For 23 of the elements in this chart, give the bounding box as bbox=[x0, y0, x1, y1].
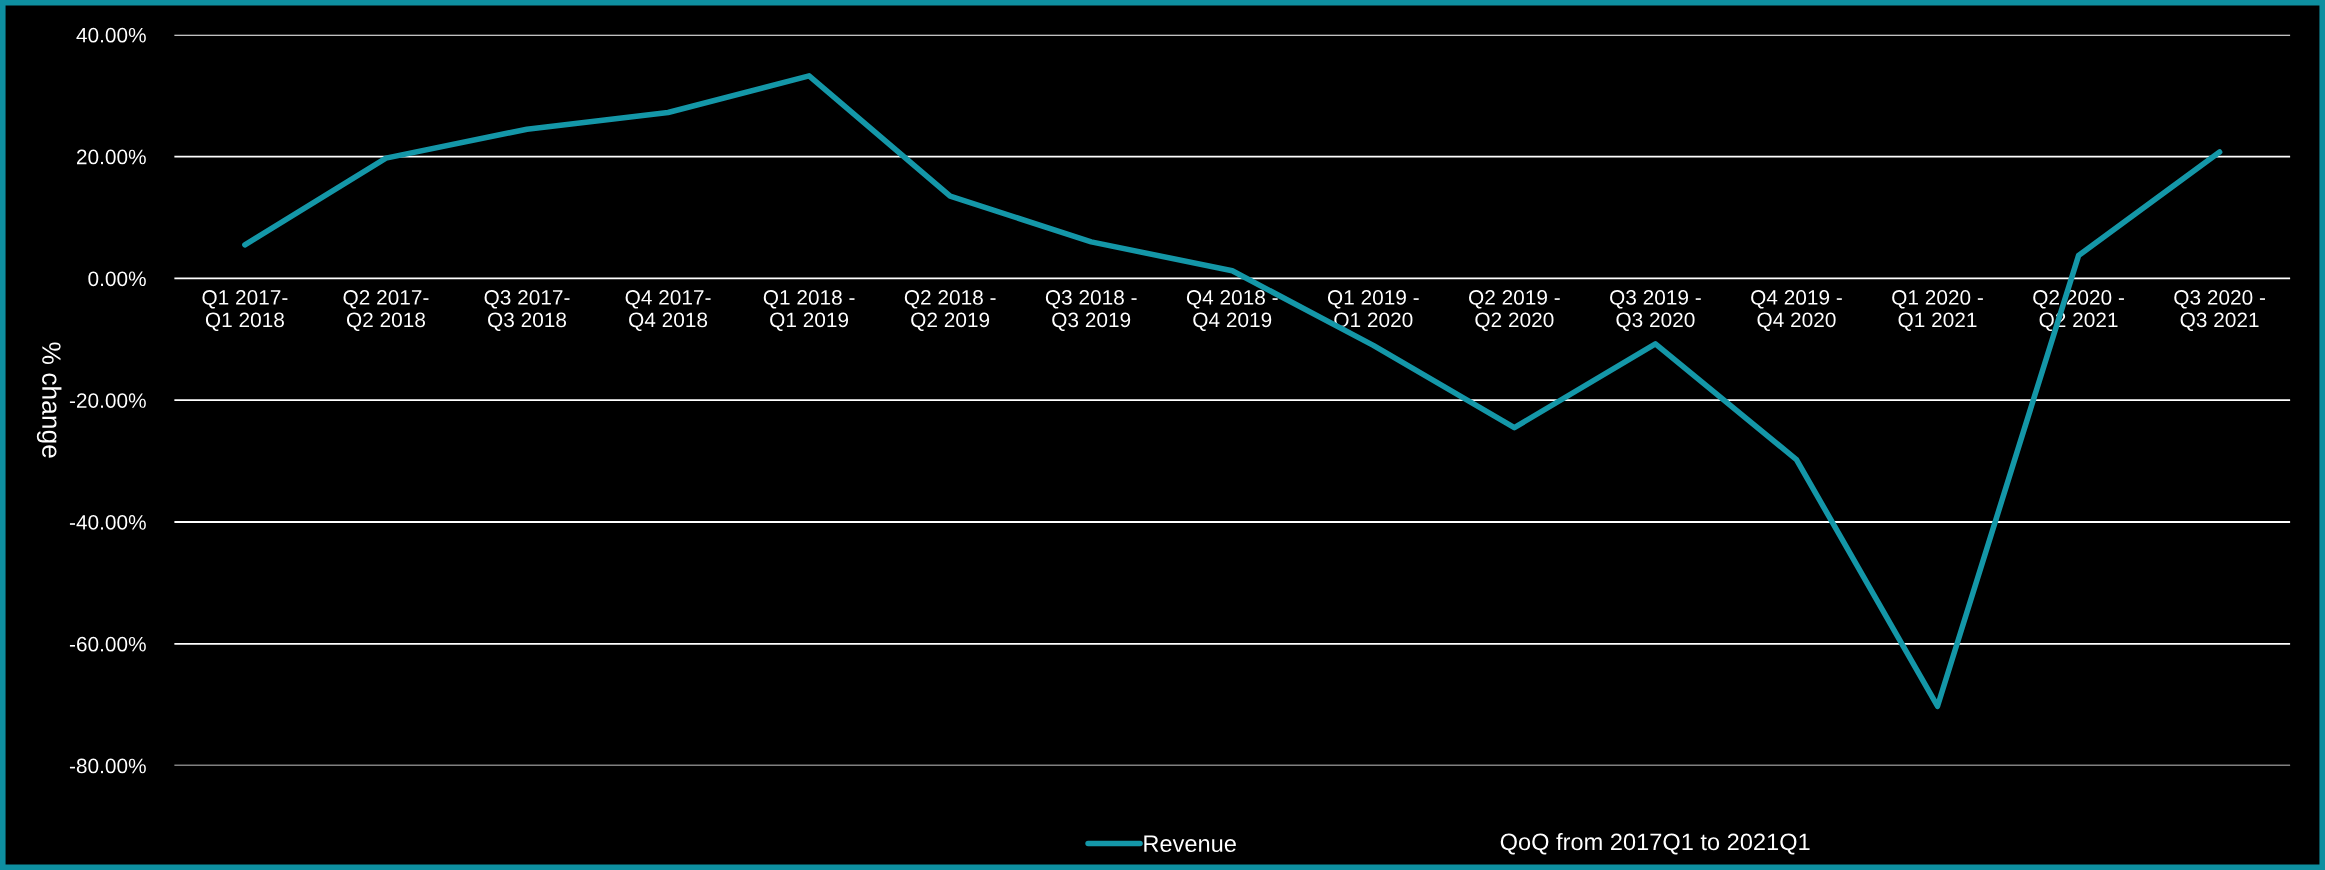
x-tick-label: Q1 2018 - Q1 2019 bbox=[763, 290, 855, 331]
y-tick-label: 0.00% bbox=[88, 271, 146, 287]
x-tick-label: Q3 2020 - Q3 2021 bbox=[2174, 290, 2265, 331]
x-tick-label: Q1 2020 - Q1 2021 bbox=[1892, 290, 1983, 331]
x-tick-label: Q2 2017- Q2 2018 bbox=[343, 290, 429, 331]
y-tick-label: 20.00% bbox=[76, 149, 146, 165]
y-tick-label: 40.00% bbox=[76, 27, 146, 43]
text: QoQ from 2017Q1 to 2021Q1 bbox=[1500, 832, 1810, 855]
y-tick-label: -80.00% bbox=[69, 758, 146, 774]
x-tick-label: Q1 2017- Q1 2018 bbox=[202, 290, 288, 331]
legend-label: Revenue bbox=[1144, 835, 1236, 853]
x-tick-label: Q4 2018 - Q4 2019 bbox=[1186, 290, 1278, 331]
x-tick-label: Q2 2019 - Q2 2020 bbox=[1469, 290, 1560, 331]
y-tick-label: -40.00% bbox=[69, 515, 146, 530]
x-tick-label: Q3 2019 - Q3 2020 bbox=[1610, 290, 1701, 331]
y-axis-title: % change bbox=[36, 342, 62, 458]
y-tick-label: -20.00% bbox=[69, 393, 146, 408]
x-tick-label: Q3 2018 - Q3 2019 bbox=[1045, 290, 1137, 331]
x-tick-label: Q4 2017- Q4 2018 bbox=[625, 290, 711, 331]
x-tick-label: Q2 2018 - Q2 2019 bbox=[904, 290, 996, 331]
x-tick-label: Q3 2017- Q3 2018 bbox=[484, 290, 570, 331]
x-tick-label: Q4 2019 - Q4 2020 bbox=[1751, 290, 1842, 331]
y-tick-label: -60.00% bbox=[69, 636, 146, 652]
